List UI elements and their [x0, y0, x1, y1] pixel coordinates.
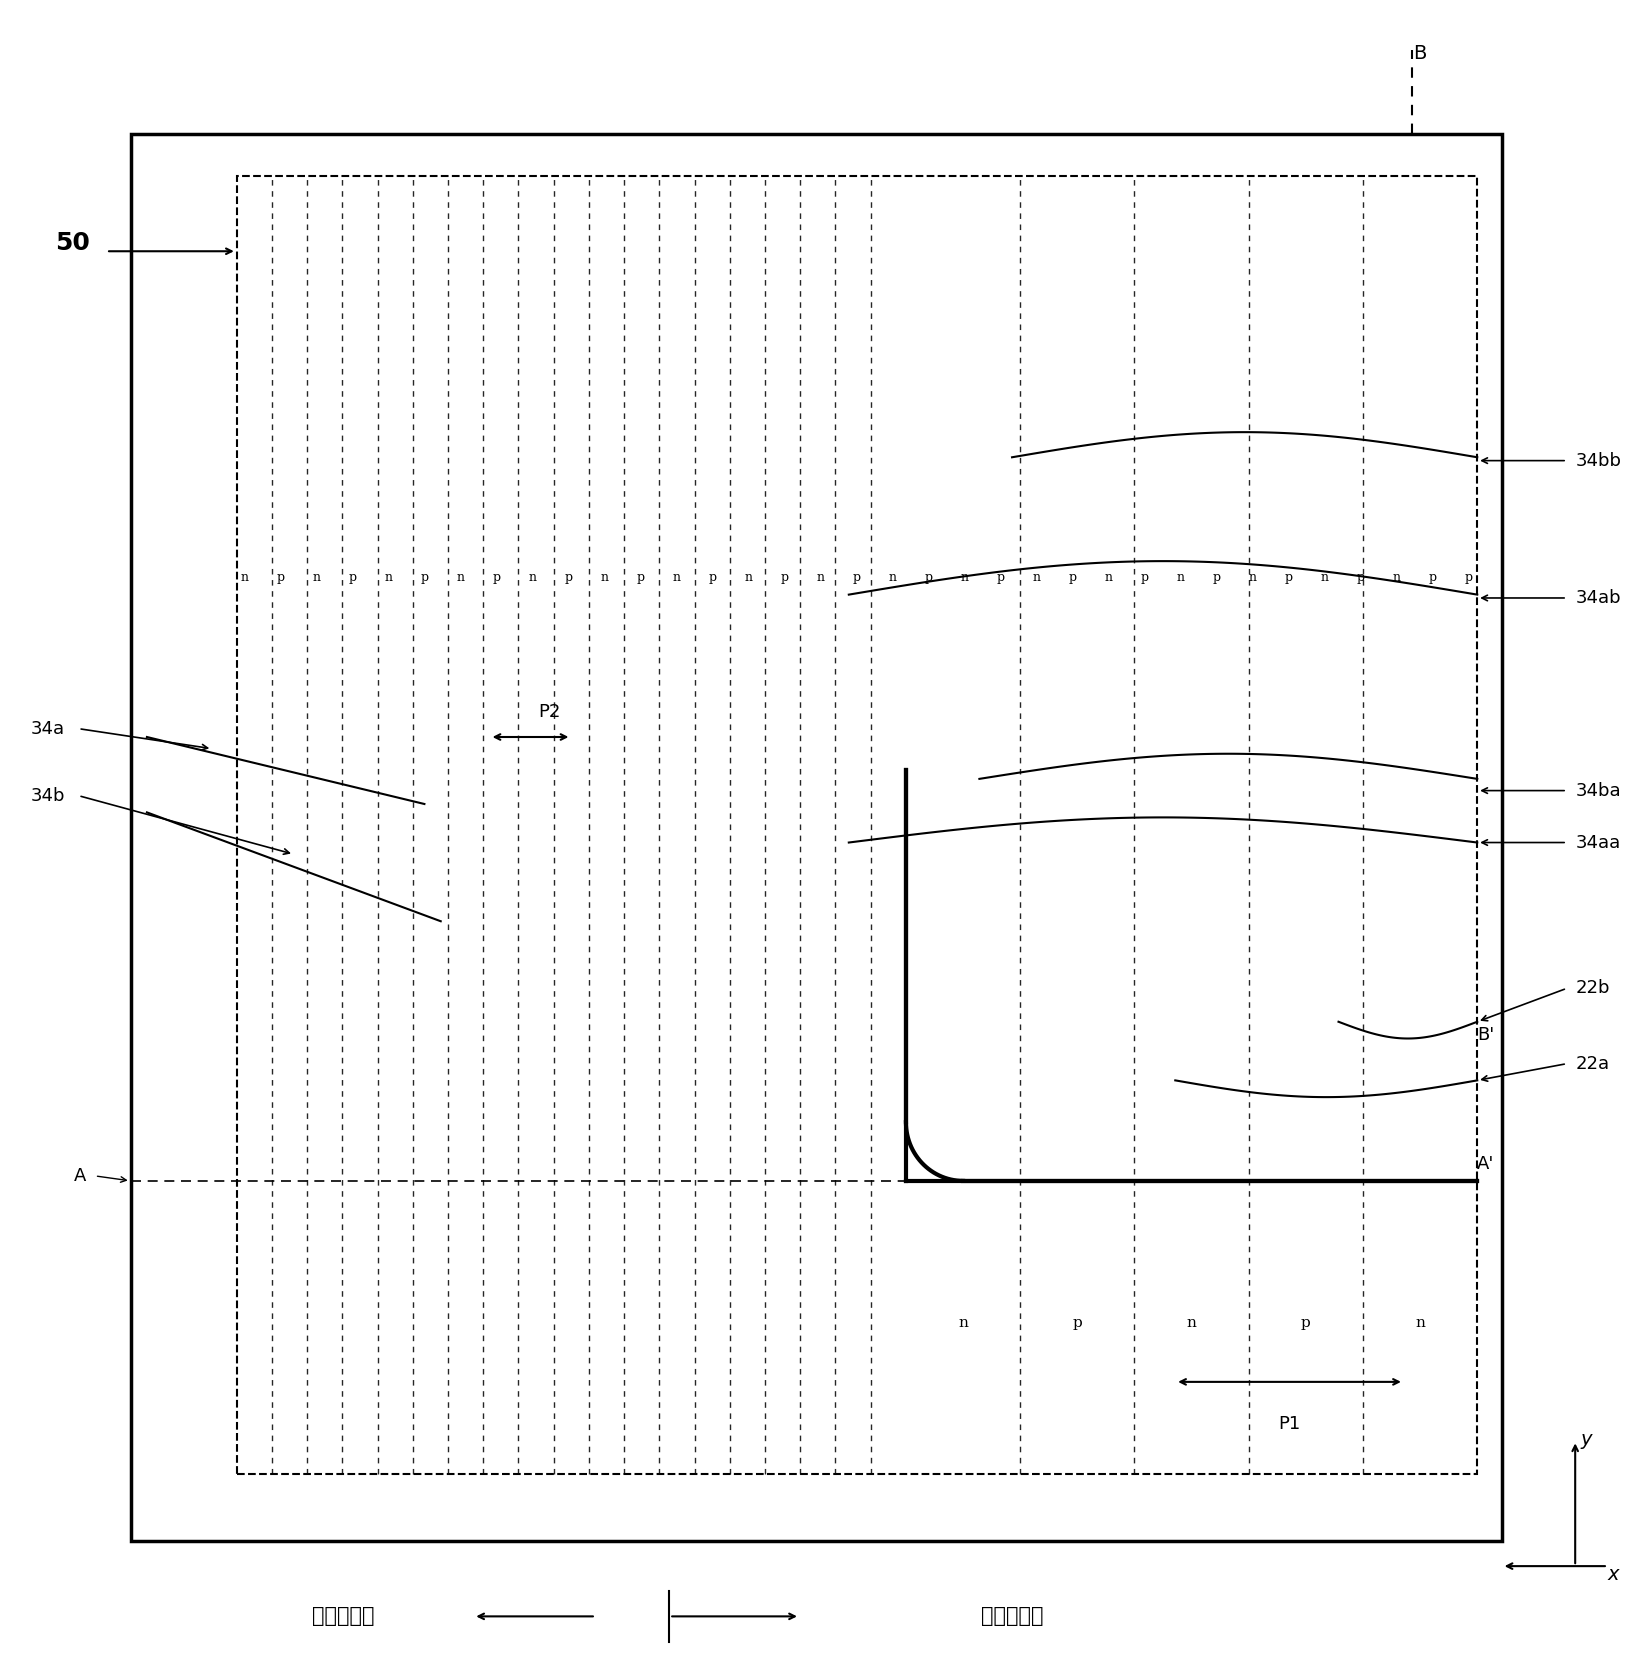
Text: x: x [1608, 1564, 1619, 1585]
Text: P1: P1 [1278, 1415, 1301, 1432]
Text: B: B [1413, 44, 1426, 64]
Text: 22a: 22a [1575, 1055, 1609, 1072]
Text: p: p [997, 571, 1005, 585]
Text: p: p [422, 571, 430, 585]
Text: 34ba: 34ba [1575, 782, 1621, 799]
FancyBboxPatch shape [131, 134, 1502, 1541]
Text: p: p [1072, 1317, 1082, 1330]
Text: n: n [745, 571, 753, 585]
Text: B': B' [1477, 1027, 1495, 1044]
Text: n: n [1186, 1317, 1196, 1330]
Text: p: p [1141, 571, 1149, 585]
Text: n: n [1415, 1317, 1425, 1330]
Text: p: p [853, 571, 861, 585]
Text: 34b: 34b [31, 787, 65, 804]
Text: 50: 50 [56, 231, 90, 255]
Text: 元件活性部: 元件活性部 [980, 1606, 1042, 1626]
Text: A: A [74, 1167, 87, 1184]
Text: p: p [1356, 571, 1364, 585]
Text: 34aa: 34aa [1575, 834, 1621, 851]
Text: p: p [276, 571, 284, 585]
Text: p: p [565, 571, 574, 585]
Text: p: p [1466, 571, 1474, 585]
Text: n: n [529, 571, 538, 585]
Text: n: n [958, 1317, 967, 1330]
Text: n: n [601, 571, 609, 585]
Text: 34a: 34a [31, 720, 65, 737]
Text: n: n [1320, 571, 1328, 585]
Text: p: p [781, 571, 789, 585]
Text: 34ab: 34ab [1575, 590, 1621, 606]
Text: n: n [961, 571, 969, 585]
Text: 元件周缘部: 元件周缘部 [312, 1606, 374, 1626]
Text: n: n [817, 571, 825, 585]
Text: p: p [1284, 571, 1292, 585]
Text: n: n [889, 571, 897, 585]
Text: n: n [1033, 571, 1041, 585]
Text: n: n [312, 571, 320, 585]
Text: A': A' [1477, 1156, 1495, 1172]
Text: n: n [1394, 571, 1400, 585]
Text: p: p [1301, 1317, 1310, 1330]
Text: p: p [493, 571, 502, 585]
Text: n: n [1176, 571, 1185, 585]
Text: 22b: 22b [1575, 980, 1609, 997]
Text: p: p [709, 571, 717, 585]
Text: n: n [458, 571, 466, 585]
Text: p: p [348, 571, 356, 585]
Text: n: n [240, 571, 248, 585]
Text: p: p [1069, 571, 1077, 585]
Text: P2: P2 [539, 704, 560, 720]
Text: p: p [925, 571, 933, 585]
Text: p: p [1212, 571, 1221, 585]
Text: n: n [1248, 571, 1257, 585]
Text: n: n [386, 571, 392, 585]
Text: n: n [1105, 571, 1113, 585]
Text: p: p [637, 571, 645, 585]
Text: n: n [673, 571, 681, 585]
Text: y: y [1580, 1430, 1592, 1449]
Text: 34bb: 34bb [1575, 452, 1621, 469]
Text: p: p [1430, 571, 1438, 585]
